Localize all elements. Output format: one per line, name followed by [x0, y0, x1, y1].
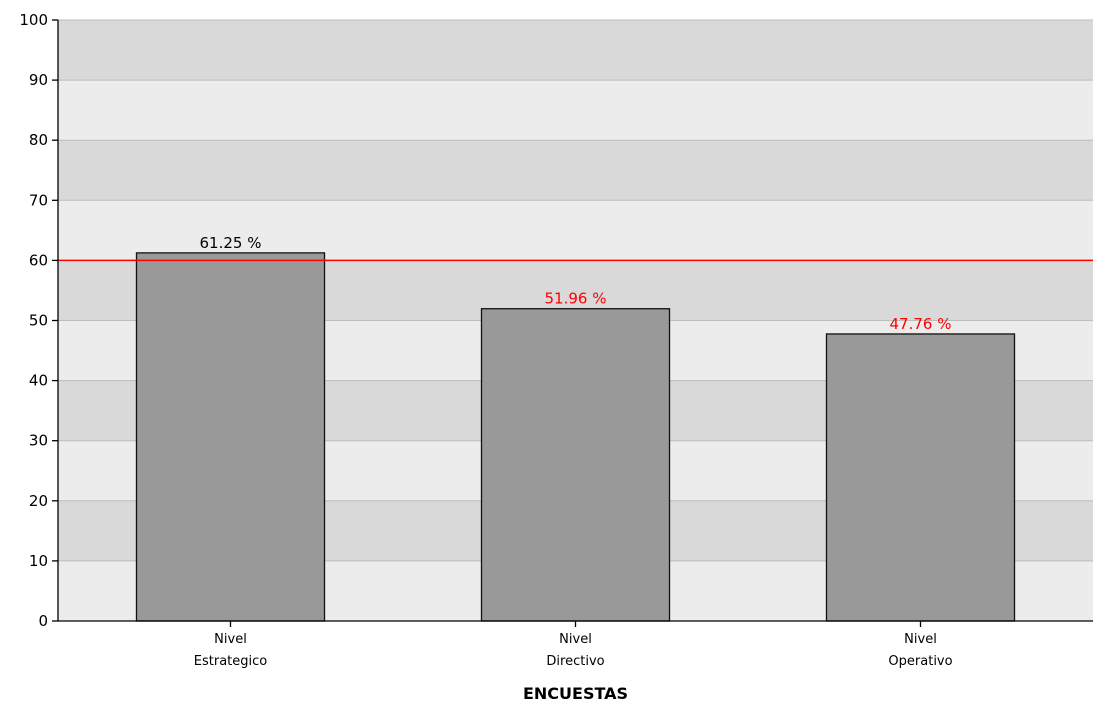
x-tick-label: Nivel Directivo: [546, 632, 604, 669]
background-band: [58, 140, 1093, 201]
y-tick-label: 60: [29, 251, 48, 269]
bar: [480, 308, 671, 622]
x-tick-label: Nivel Operativo: [888, 632, 952, 669]
y-tick-label: 50: [29, 312, 48, 330]
y-tick-label: 40: [29, 372, 48, 390]
background-band: [58, 200, 1093, 261]
axes: [52, 19, 1093, 627]
x-axis-title: ENCUESTAS: [523, 684, 628, 703]
bar-series: [135, 252, 1016, 622]
y-tick-labels: 0 10 20 30 40 50 60 70 80 90 100: [19, 11, 48, 630]
x-tick-label: Nivel Estrategico: [194, 632, 268, 669]
bar-value-label: 51.96 %: [545, 290, 607, 308]
y-tick-label: 90: [29, 71, 48, 89]
y-tick-label: 10: [29, 552, 48, 570]
background-band: [58, 80, 1093, 141]
background-band: [58, 20, 1093, 81]
y-tick-label: 100: [19, 11, 48, 29]
y-tick-label: 80: [29, 131, 48, 149]
y-tick-label: 30: [29, 432, 48, 450]
y-tick-label: 20: [29, 492, 48, 510]
bar: [135, 252, 326, 622]
bar-value-label: 61.25 %: [200, 234, 262, 252]
bar-value-labels: 61.25 % 51.96 % 47.76 %: [200, 234, 952, 333]
y-tick-label: 0: [38, 612, 48, 630]
bar-value-label: 47.76 %: [890, 315, 952, 333]
bar: [825, 333, 1016, 622]
x-tick-labels: Nivel Estrategico Nivel Directivo Nivel Opera…: [194, 632, 953, 669]
y-tick-label: 70: [29, 191, 48, 209]
